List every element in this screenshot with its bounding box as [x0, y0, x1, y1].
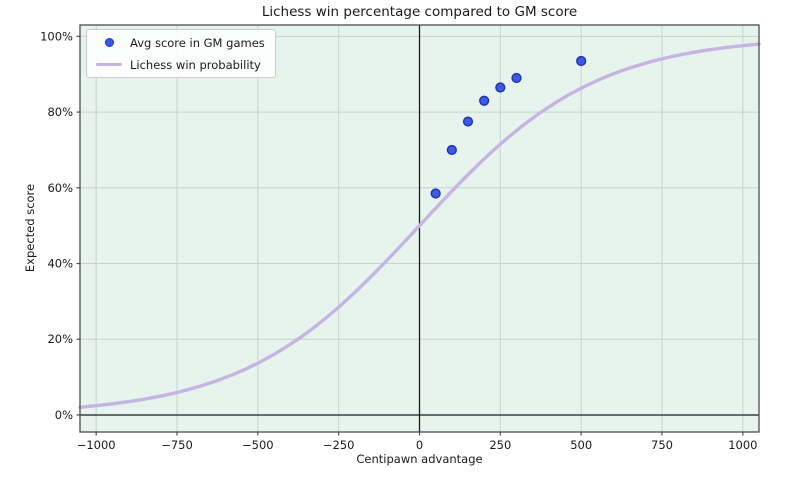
scatter-point	[576, 55, 587, 67]
legend-label-gm-score: Avg score in GM games	[130, 35, 265, 50]
legend: Avg score in GM games Lichess win probab…	[86, 29, 276, 78]
scatter-point	[430, 188, 441, 199]
x-tick-label: −1000	[77, 438, 116, 452]
line-sample-icon	[96, 62, 122, 67]
win-probability-curve	[78, 42, 761, 409]
x-axis-label: Centipawn advantage	[356, 452, 483, 466]
legend-item-gm-score: Avg score in GM games	[95, 33, 265, 52]
y-tick-label: 40%	[47, 257, 73, 271]
y-tick-label: 60%	[47, 181, 73, 195]
scatter-point	[479, 95, 490, 106]
legend-handle	[95, 62, 123, 67]
chart-title: Lichess win percentage compared to GM sc…	[261, 4, 578, 20]
x-tick-label: −250	[323, 438, 355, 452]
y-tick-label: 100%	[40, 29, 73, 43]
x-tick-label: 1000	[728, 438, 757, 452]
scatter-point	[462, 116, 474, 127]
x-tick-label: 750	[651, 438, 673, 452]
scatter-point	[446, 144, 457, 156]
x-tick-label: −500	[242, 438, 274, 452]
y-tick-label: 0%	[55, 408, 73, 422]
x-tick-label: 250	[489, 438, 511, 452]
scatter-point	[495, 82, 506, 93]
legend-handle	[95, 38, 123, 47]
scatter-point	[511, 72, 522, 84]
x-tick-label: −750	[161, 438, 193, 452]
legend-item-win-probability: Lichess win probability	[95, 55, 265, 74]
y-tick-label: 20%	[47, 332, 73, 346]
legend-label-win-probability: Lichess win probability	[130, 57, 261, 72]
scatter-marker-icon	[104, 38, 114, 47]
y-tick-label: 80%	[47, 105, 73, 119]
y-axis-label: Expected score	[23, 183, 37, 273]
x-tick-label: 0	[416, 438, 423, 452]
x-tick-label: 500	[570, 438, 592, 452]
